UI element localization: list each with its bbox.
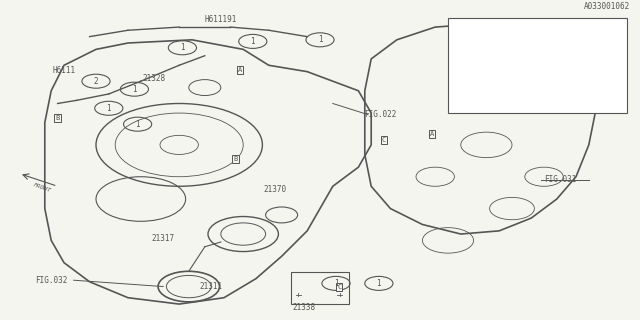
Text: 0104S  (-1209>): 0104S (-1209>) <box>486 67 550 73</box>
Text: A033001062: A033001062 <box>584 2 630 11</box>
Text: 1: 1 <box>135 120 140 129</box>
Text: 1: 1 <box>376 279 381 288</box>
Text: A: A <box>238 67 242 73</box>
Bar <box>291 272 349 304</box>
Text: FIG.032: FIG.032 <box>35 276 67 285</box>
Text: 21311: 21311 <box>200 282 223 291</box>
Text: 1: 1 <box>465 67 469 73</box>
Text: A: A <box>430 131 434 137</box>
Text: 2: 2 <box>465 40 469 46</box>
Text: B: B <box>56 115 60 121</box>
Text: 1: 1 <box>180 43 185 52</box>
Text: F91801: F91801 <box>486 92 514 102</box>
Text: 21338: 21338 <box>292 303 316 312</box>
Text: FRONT: FRONT <box>32 182 51 193</box>
Text: 21328: 21328 <box>142 74 165 83</box>
Text: 1: 1 <box>317 35 323 44</box>
Text: 2: 2 <box>93 77 99 86</box>
Text: B: B <box>234 156 237 162</box>
Text: FIG.031: FIG.031 <box>544 175 576 184</box>
Text: 1: 1 <box>132 85 137 94</box>
Text: H611191: H611191 <box>205 15 237 24</box>
Bar <box>448 18 627 113</box>
Text: 21317: 21317 <box>152 234 175 243</box>
Text: J20601 (1209->): J20601 (1209->) <box>486 40 550 46</box>
Text: 1: 1 <box>465 94 469 100</box>
Text: C: C <box>382 137 386 143</box>
Text: 1: 1 <box>250 37 255 46</box>
Text: C: C <box>337 284 341 290</box>
Text: 21370: 21370 <box>264 185 287 194</box>
Text: H6111: H6111 <box>52 66 76 75</box>
Text: 1: 1 <box>333 279 339 288</box>
Text: FIG.022: FIG.022 <box>365 110 397 119</box>
Text: 1: 1 <box>106 104 111 113</box>
